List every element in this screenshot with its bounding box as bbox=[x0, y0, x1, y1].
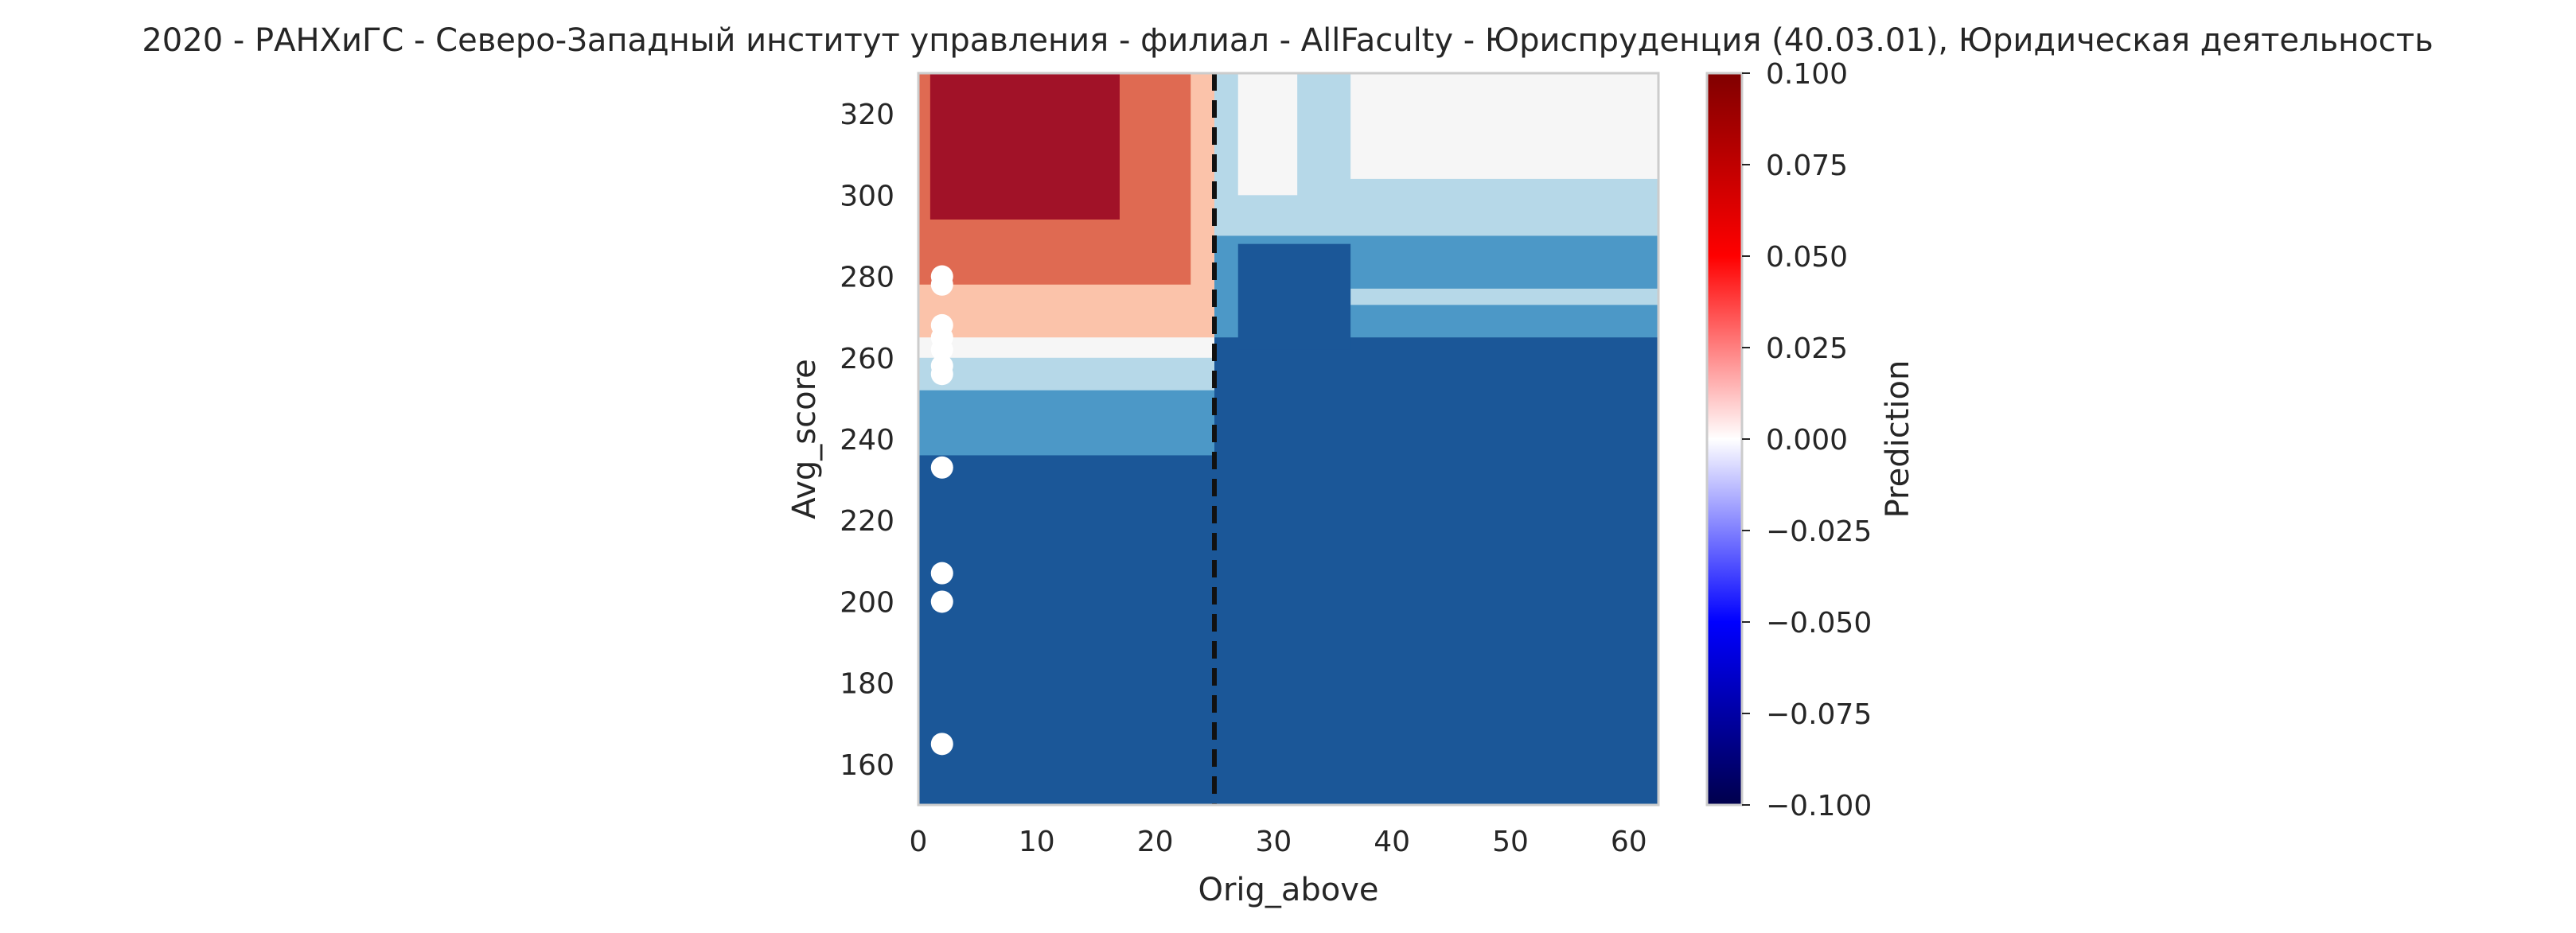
colorbar-tick-label-0: −0.100 bbox=[1766, 790, 1872, 822]
scatter-point-5 bbox=[930, 355, 953, 377]
colorbar-tick-label-6: 0.050 bbox=[1766, 241, 1848, 274]
y-tick-label-7: 300 bbox=[840, 180, 894, 212]
y-tick-label-5: 260 bbox=[840, 343, 894, 375]
colorbar-tick-label-1: −0.075 bbox=[1766, 698, 1872, 731]
colorbar-tick-label-4: 0.000 bbox=[1766, 424, 1848, 457]
contour-region-6 bbox=[929, 73, 1120, 220]
y-tick-label-3: 220 bbox=[840, 505, 894, 538]
scatter-point-8 bbox=[930, 313, 953, 336]
scatter-point-10 bbox=[930, 265, 953, 288]
plot-frame bbox=[917, 72, 1660, 807]
y-tick-label-8: 320 bbox=[840, 99, 894, 131]
contour-region-12 bbox=[1350, 73, 1658, 179]
colorbar-bar bbox=[1705, 72, 1744, 807]
plot-area bbox=[917, 72, 1660, 807]
y-tick-label-2: 200 bbox=[840, 586, 894, 619]
y-tick-label-4: 240 bbox=[840, 424, 894, 457]
contour-region-8 bbox=[1350, 288, 1658, 305]
x-axis-ticks: 0 10 20 30 40 50 60 bbox=[910, 826, 1647, 858]
y-tick-label-1: 180 bbox=[840, 668, 894, 701]
colorbar-tick-label-3: −0.025 bbox=[1766, 515, 1872, 548]
contour-region-9 bbox=[1237, 243, 1351, 350]
colorbar-tick-label-7: 0.075 bbox=[1766, 150, 1848, 182]
y-tick-label-0: 160 bbox=[840, 749, 894, 782]
x-axis-label: Orig_above bbox=[1198, 872, 1378, 908]
x-tick-label-5: 50 bbox=[1492, 826, 1529, 858]
scatter-points bbox=[930, 265, 953, 756]
colorbar-label: Prediction bbox=[1880, 360, 1916, 519]
scatter-point-3 bbox=[930, 456, 953, 479]
scatter-point-2 bbox=[930, 562, 953, 585]
colorbar: −0.100 −0.075 −0.050 −0.025 0.000 0.025 0.050 0… bbox=[1705, 58, 1916, 822]
y-axis-label: Avg_score bbox=[786, 359, 823, 519]
chart-title: 2020 - РАНХиГС - Северо-Западный институ… bbox=[142, 22, 2433, 59]
colorbar-tick-label-2: −0.050 bbox=[1766, 607, 1872, 639]
contour-regions bbox=[918, 73, 1658, 805]
x-tick-label-3: 30 bbox=[1255, 826, 1292, 858]
x-tick-label-2: 20 bbox=[1137, 826, 1174, 858]
x-tick-label-1: 10 bbox=[1019, 826, 1055, 858]
colorbar-tick-label-5: 0.025 bbox=[1766, 332, 1848, 365]
scatter-point-0 bbox=[930, 733, 953, 756]
colorbar-tick-label-8: 0.100 bbox=[1766, 58, 1848, 91]
contour-region-11 bbox=[1237, 73, 1298, 196]
y-tick-label-6: 280 bbox=[840, 262, 894, 294]
x-tick-label-0: 0 bbox=[910, 826, 928, 858]
x-tick-label-6: 60 bbox=[1611, 826, 1647, 858]
colorbar-ticks: −0.100 −0.075 −0.050 −0.025 0.000 0.025 0.050 0… bbox=[1742, 58, 1872, 822]
x-tick-label-4: 40 bbox=[1374, 826, 1410, 858]
scatter-point-1 bbox=[930, 590, 953, 613]
y-axis-ticks: 160 180 200 220 240 260 280 300 320 bbox=[840, 99, 894, 782]
